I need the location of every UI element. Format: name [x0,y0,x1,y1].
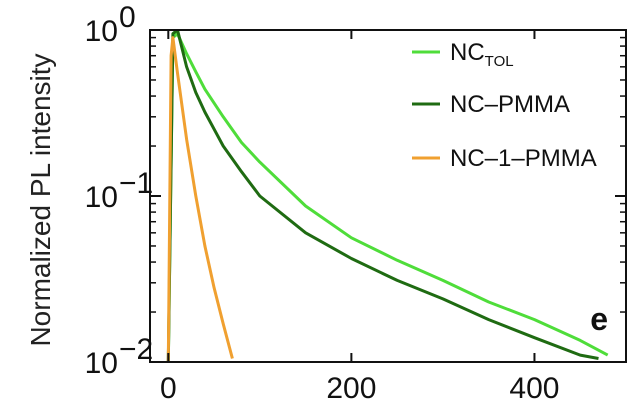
legend-label: NC–1–PMMA [450,145,597,172]
legend-item-2: NC–1–PMMA [412,145,597,172]
legend-label: NCTOL [450,39,514,70]
y-tick-label-base: 10 [85,347,118,380]
y-tick-label-base: 10 [85,181,118,214]
legend-item-0: NCTOL [412,39,514,70]
legend-label: NC–PMMA [450,91,570,118]
legend-label-name: NC–PMMA [450,91,570,118]
series-line-1 [166,30,599,362]
legend-label-subscript: TOL [485,53,514,70]
series-line-0 [166,32,609,362]
panel-label: e [590,301,608,337]
series-layer [166,30,609,362]
y-tick-label-1: 10 −1 [85,167,154,214]
y-tick-label-base: 10 [85,15,118,48]
legend-label-name: NC [450,39,485,66]
y-tick-label-exp: −1 [119,167,153,200]
y-tick-label-2: 10 −2 [85,333,154,380]
y-tick-label-exp: 0 [119,1,136,34]
series-line-2 [166,36,234,362]
legend-label-name: NC–1–PMMA [450,145,597,172]
legend: NCTOL NC–PMMA NC–1–PMMA [412,39,597,172]
x-tick-label-2: 400 [509,372,559,405]
y-tick-label-0: 10 0 [85,1,136,48]
legend-item-1: NC–PMMA [412,91,570,118]
y-axis-label: Normalized PL intensity [25,53,56,346]
x-tick-label-0: 0 [160,372,177,405]
y-tick-label-exp: −2 [119,333,153,366]
x-tick-label-1: 200 [326,372,376,405]
